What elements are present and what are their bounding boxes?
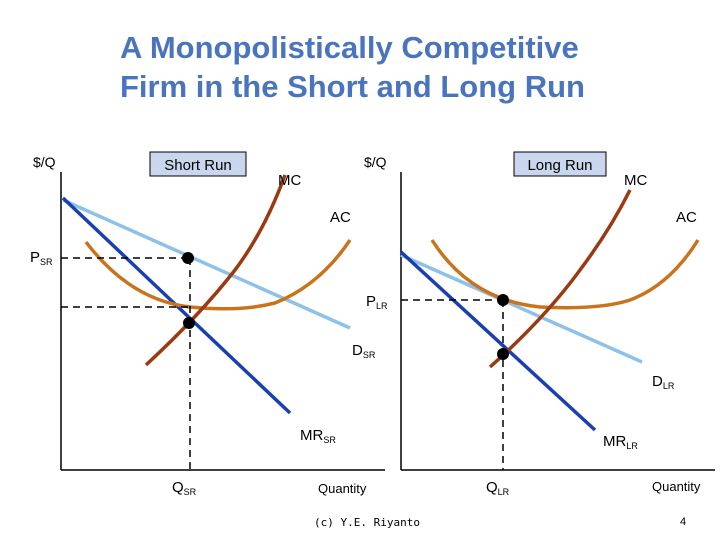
sr-mr-label: MRSR [300,427,336,445]
sr-price-point [182,252,194,264]
lr-mc-label: MC [624,172,647,189]
lr-mr-label: MRLR [603,433,638,451]
title-line-2: Firm in the Short and Long Run [120,69,585,104]
lr-ac-label: AC [676,209,697,226]
sr-demand-label: DSR [352,342,376,360]
sr-mc-label: MC [278,172,301,189]
lr-demand-curve [400,253,643,364]
sr-quantity-label: QSR [172,479,197,497]
lr-demand-label: DLR [652,373,675,391]
sr-panel-label-box [149,151,247,177]
lr-x-axis-label: Quantity [652,479,701,494]
lr-y-axis-label: $/Q [364,154,387,170]
slide-title: A Monopolistically Competitive Firm in t… [120,28,720,106]
lr-price-label: PLR [366,293,388,311]
lr-ac-curve [430,239,700,310]
sr-demand-curve [62,198,351,330]
sr-x-axis-label: Quantity [318,481,367,496]
sr-panel-label: Short Run [164,157,232,174]
lr-mr-mc-point [497,348,509,360]
short-run-panel: Short Run $/Q Quantity MC AC PSR DSR MRS… [30,151,385,497]
footer-credit: (c) Y.E. Riyanto [314,516,420,529]
sr-mr-mc-point [183,317,195,329]
sr-price-label: PSR [30,249,53,267]
sr-ac-curve [84,239,352,311]
long-run-panel: Long Run $/Q Quantity MC AC PLR DLR MRLR… [364,151,715,497]
lr-panel-label-box [513,151,607,177]
lr-panel-label: Long Run [527,157,592,174]
sr-y-axis-label: $/Q [33,154,56,170]
lr-quantity-label: QLR [486,479,510,497]
sr-ac-label: AC [330,209,351,226]
lr-price-point [497,294,509,306]
lr-mc-curve [488,189,632,369]
title-line-1: A Monopolistically Competitive [120,30,579,65]
slide-number: 4 [680,516,687,528]
lr-mr-curve [399,250,597,432]
sr-mc-curve [144,174,287,367]
